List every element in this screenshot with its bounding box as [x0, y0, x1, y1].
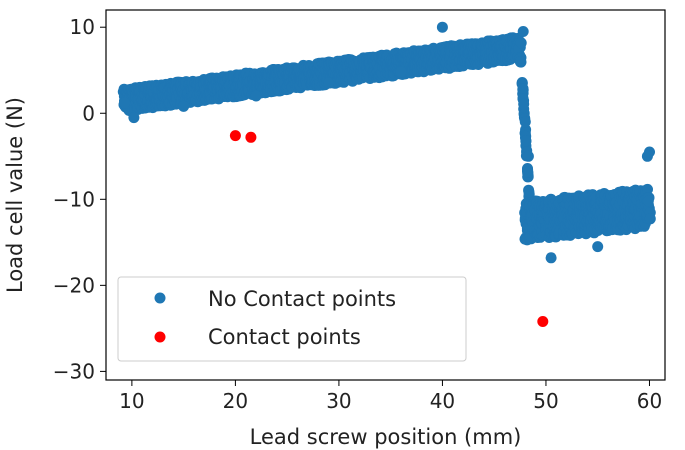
legend-label-contact: Contact points — [208, 325, 361, 349]
no-contact-point — [642, 195, 654, 207]
x-axis: 10 20 30 40 50 60 — [119, 380, 662, 413]
y-tick-label: −20 — [53, 273, 95, 297]
x-tick-label: 40 — [430, 389, 455, 413]
no-contact-point — [436, 21, 448, 33]
legend-marker-contact — [154, 331, 166, 343]
y-tick-label: −10 — [53, 187, 95, 211]
x-tick-label: 10 — [119, 389, 144, 413]
plot-frame — [105, 9, 666, 381]
no-contact-point — [644, 146, 655, 158]
no-contact-point — [522, 150, 534, 162]
plot-area — [117, 21, 656, 327]
no-contact-point — [517, 26, 529, 37]
no-contact-point — [518, 98, 530, 110]
no-contact-point — [519, 116, 531, 128]
no-contact-point — [128, 112, 140, 124]
no-contact-point — [523, 186, 535, 198]
x-tick-label: 50 — [533, 389, 558, 413]
x-axis-label: Lead screw position (mm) — [250, 425, 522, 449]
no-contact-point — [119, 97, 131, 109]
no-contact-point — [515, 37, 527, 49]
legend-label-no-contact: No Contact points — [208, 287, 396, 311]
no-contact-point — [592, 241, 604, 253]
y-axis: −30 −20 −10 0 10 — [53, 15, 106, 383]
no-contact-point — [520, 135, 532, 147]
contact-point — [229, 130, 241, 142]
no-contact-point — [323, 77, 335, 89]
no-contact-point — [644, 213, 656, 225]
contact-point — [245, 131, 257, 143]
no-contact-point — [642, 183, 653, 195]
no-contact-point — [514, 56, 526, 68]
no-contact-point — [250, 90, 262, 102]
x-tick-label: 30 — [326, 389, 351, 413]
legend-box — [117, 276, 467, 362]
y-tick-label: 0 — [82, 101, 95, 125]
no-contact-point — [395, 66, 407, 78]
x-tick-label: 60 — [637, 389, 662, 413]
legend: No Contact points Contact points — [117, 276, 467, 362]
no-contact-point — [517, 83, 529, 94]
x-tick-label: 20 — [223, 389, 248, 413]
no-contact-point — [545, 252, 557, 264]
y-axis-label: Load cell value (N) — [3, 97, 27, 293]
no-contact-point — [522, 166, 534, 178]
no-contact-point — [178, 100, 190, 112]
y-tick-label: −30 — [53, 359, 95, 383]
contact-point — [537, 316, 549, 327]
legend-marker-no-contact — [154, 292, 166, 304]
y-tick-label: 10 — [70, 15, 95, 39]
